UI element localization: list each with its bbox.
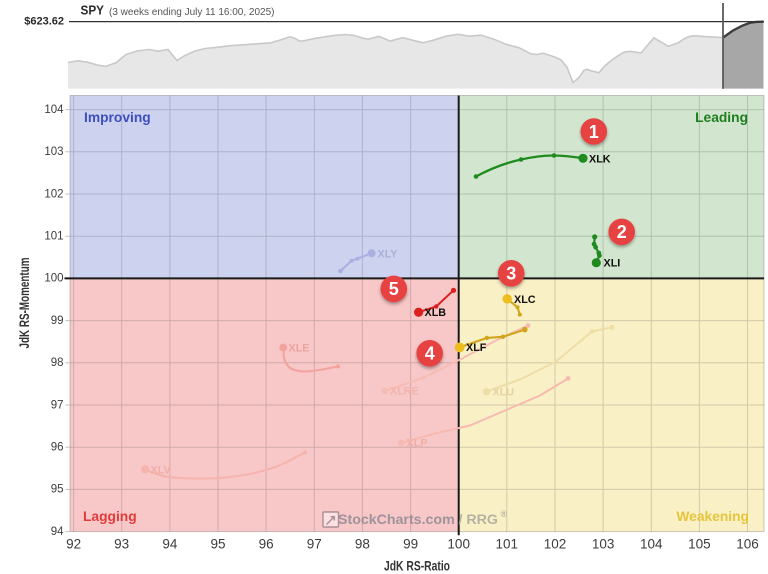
svg-text:96: 96	[51, 442, 64, 454]
svg-text:97: 97	[51, 399, 64, 411]
svg-text:104: 104	[44, 104, 64, 116]
svg-text:®: ®	[501, 509, 508, 519]
svg-text:2: 2	[617, 222, 627, 242]
svg-text:3: 3	[506, 264, 516, 284]
svg-text:JdK RS-Momentum: JdK RS-Momentum	[16, 258, 32, 349]
svg-text:106: 106	[736, 537, 759, 552]
svg-text:XLU: XLU	[493, 387, 515, 399]
svg-text:XLRE: XLRE	[390, 386, 419, 398]
svg-text:Improving: Improving	[84, 110, 151, 125]
svg-text:93: 93	[114, 537, 129, 552]
svg-text:95: 95	[210, 537, 225, 552]
svg-text:5: 5	[389, 279, 399, 299]
svg-text:StockCharts.com: StockCharts.com	[338, 512, 455, 528]
svg-text:103: 103	[44, 146, 63, 158]
svg-text:Lagging: Lagging	[83, 509, 137, 524]
svg-text:92: 92	[66, 537, 81, 552]
svg-text:103: 103	[592, 537, 615, 552]
svg-text:96: 96	[259, 537, 274, 552]
svg-text:100: 100	[447, 537, 470, 552]
svg-text:XLI: XLI	[604, 258, 621, 270]
svg-text:102: 102	[544, 537, 567, 552]
svg-text:95: 95	[51, 484, 64, 496]
svg-text:104: 104	[640, 537, 663, 552]
svg-text:100: 100	[44, 273, 63, 285]
svg-text:$623.62: $623.62	[24, 16, 64, 28]
svg-text:98: 98	[51, 357, 64, 369]
svg-text:105: 105	[688, 537, 711, 552]
svg-text:99: 99	[403, 537, 418, 552]
svg-text:XLP: XLP	[407, 438, 428, 450]
svg-text:XLK: XLK	[589, 153, 611, 165]
svg-text:99: 99	[51, 315, 64, 327]
svg-text:/ RRG: / RRG	[459, 512, 498, 528]
svg-text:94: 94	[51, 526, 64, 538]
svg-text:97: 97	[307, 537, 322, 552]
svg-text:101: 101	[496, 537, 519, 552]
svg-text:94: 94	[162, 537, 178, 552]
svg-text:XLY: XLY	[378, 249, 399, 261]
svg-text:Weakening: Weakening	[676, 509, 749, 524]
svg-text:JdK RS-Ratio: JdK RS-Ratio	[384, 557, 450, 573]
svg-text:(3 weeks ending July 11 16:00,: (3 weeks ending July 11 16:00, 2025)	[109, 7, 274, 18]
svg-text:4: 4	[425, 344, 435, 364]
svg-text:98: 98	[355, 537, 370, 552]
svg-text:XLE: XLE	[289, 343, 310, 355]
svg-text:XLV: XLV	[151, 464, 172, 476]
svg-text:Leading: Leading	[695, 110, 748, 125]
svg-text:SPY: SPY	[81, 4, 105, 18]
svg-text:XLC: XLC	[514, 294, 536, 306]
svg-text:XLB: XLB	[425, 307, 447, 319]
svg-text:XLF: XLF	[466, 342, 487, 354]
svg-text:102: 102	[44, 188, 63, 200]
svg-text:1: 1	[589, 122, 599, 142]
svg-text:101: 101	[44, 231, 63, 243]
